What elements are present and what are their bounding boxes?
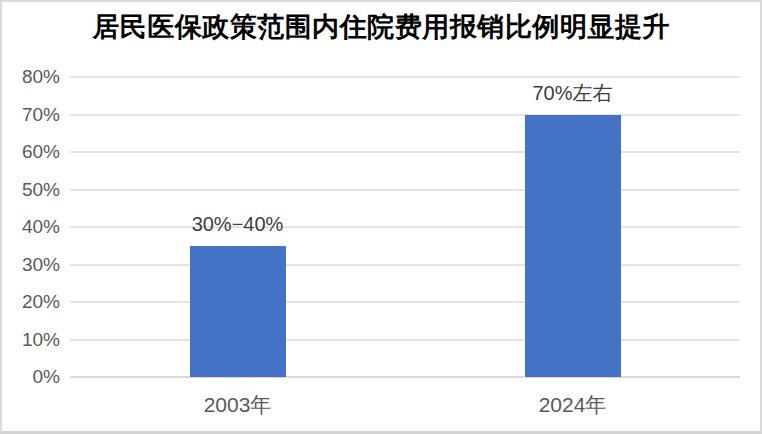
y-axis-tick-label: 20%	[2, 291, 60, 313]
y-axis-tick-label: 30%	[2, 254, 60, 276]
gridline	[70, 76, 740, 78]
y-axis-tick-label: 80%	[2, 66, 60, 88]
x-axis-category-label: 2024年	[463, 392, 683, 418]
gridline	[70, 339, 740, 341]
y-axis-tick-label: 0%	[2, 366, 60, 388]
bar-value-label: 30%−40%	[128, 212, 348, 236]
x-axis-line	[70, 376, 740, 378]
gridline	[70, 264, 740, 266]
gridline	[70, 301, 740, 303]
y-axis-tick-label: 60%	[2, 141, 60, 163]
gridline	[70, 151, 740, 153]
y-axis-tick-label: 70%	[2, 104, 60, 126]
bar-value-label: 70%左右	[463, 81, 683, 105]
x-axis-category-label: 2003年	[128, 392, 348, 418]
bar	[525, 115, 621, 378]
y-axis-tick-label: 40%	[2, 216, 60, 238]
y-axis-tick-label: 50%	[2, 179, 60, 201]
y-axis-tick-label: 10%	[2, 329, 60, 351]
gridline	[70, 189, 740, 191]
plot-area: 0% 10% 20% 30% 40% 50% 60% 70% 80% 30%−40% 2003年 70…	[2, 2, 762, 434]
bar	[190, 246, 286, 377]
bar-chart: 居民医保政策范围内住院费用报销比例明显提升 0%10%20%30%40%50%6…	[0, 0, 762, 434]
gridline	[70, 114, 740, 116]
